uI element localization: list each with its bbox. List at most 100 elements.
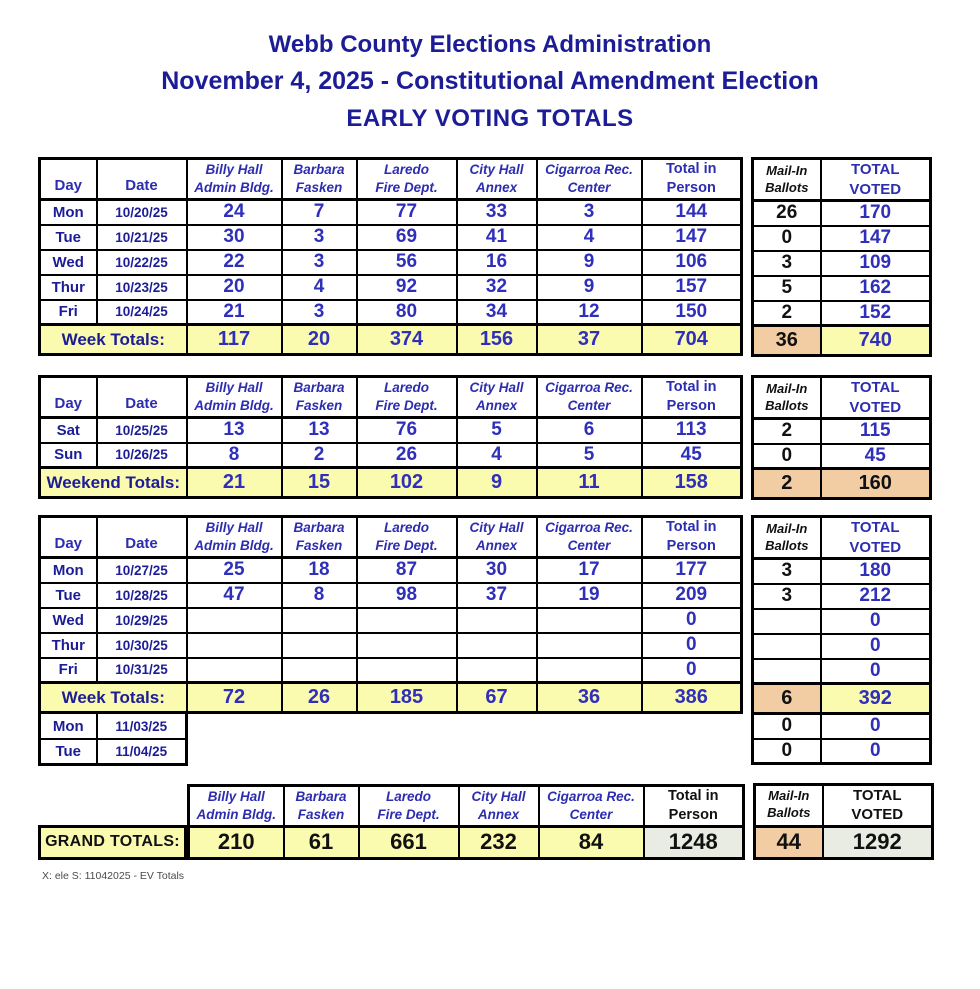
site-header: Total in Person <box>640 515 743 559</box>
table-row: Mail-In Ballots TOTAL VOTED <box>751 375 932 420</box>
header-line-1: TOTAL <box>850 379 900 396</box>
header-line-1: Cigarroa Rec. <box>547 788 635 804</box>
mail-in-header: Mail-In Ballots <box>751 375 822 420</box>
site-value-cell: 113 <box>640 416 743 444</box>
header-line-1: Barbara <box>293 162 345 178</box>
header-line-1: TOTAL <box>850 161 900 178</box>
site-value-cell: 3 <box>280 298 358 326</box>
header-line-2: Admin Bldg. <box>196 806 277 822</box>
weekly-tables: Day Date Billy Hall Admin Bldg. Barbara Faske… <box>38 157 980 766</box>
table-row: 0 <box>751 657 932 685</box>
header-line-1: City Hall <box>471 788 526 804</box>
site-value-cell: 2 <box>280 441 358 469</box>
header-line-1: Total in <box>666 519 717 536</box>
header-line-1: Total in <box>668 787 719 804</box>
grand-totals-label-table: GRAND TOTALS: <box>38 824 187 860</box>
site-value-cell <box>535 606 643 634</box>
site-header: City Hall Annex <box>455 375 538 419</box>
site-value-cell <box>280 631 358 659</box>
header-line-1: Laredo <box>383 380 429 396</box>
header-line-1: TOTAL <box>852 786 902 804</box>
table-row: Day Date Billy Hall Admin Bldg. Barbara Faske… <box>38 515 743 559</box>
header-line-1: TOTAL <box>850 519 900 536</box>
total-voted-cell: 0 <box>819 712 932 740</box>
mail-in-cell: 0 <box>751 224 822 252</box>
grand-totals-main-table: Billy Hall Admin Bldg. Barbara Fasken Laredo… <box>187 783 745 860</box>
week2-section: Day Date Billy Hall Admin Bldg. Barbara Faske… <box>38 515 980 766</box>
mail-in-cell: 2 <box>751 417 822 445</box>
tables-area: Day Date Billy Hall Admin Bldg. Barbara Faske… <box>38 157 980 882</box>
site-value-cell: 33 <box>455 198 538 226</box>
site-value-cell: 76 <box>355 416 458 444</box>
site-value-cell: 9 <box>535 248 643 276</box>
header-line-1: Billy Hall <box>205 380 263 396</box>
site-header: Barbara Fasken <box>280 375 358 419</box>
mail-in-cell: 0 <box>751 737 822 765</box>
date-cell: 10/29/25 <box>95 606 188 634</box>
day-cell: Wed <box>38 606 98 634</box>
table-row: Mail-In Ballots TOTAL VOTED <box>751 515 932 560</box>
site-value-cell <box>535 656 643 684</box>
site-header: Cigarroa Rec. Center <box>535 375 643 419</box>
site-value-cell: 47 <box>185 581 283 609</box>
table-row: Thur 10/30/25 0 <box>38 631 743 659</box>
totals-mail-in-cell: 6 <box>751 682 822 715</box>
site-header: City Hall Annex <box>455 157 538 201</box>
date-cell: 11/04/25 <box>95 738 188 765</box>
totals-row: 6 392 <box>751 682 932 715</box>
date-cell: 10/21/25 <box>95 223 188 251</box>
date-cell: 10/26/25 <box>95 441 188 469</box>
table-row: 2 152 <box>751 299 932 327</box>
site-value-cell: 157 <box>640 273 743 301</box>
header-line-2: Center <box>567 398 611 413</box>
totals-label-cell: Week Totals: <box>38 323 188 356</box>
site-header: Billy Hall Admin Bldg. <box>185 157 283 201</box>
table-row: Billy Hall Admin Bldg. Barbara Fasken Laredo… <box>187 784 745 828</box>
mail-in-cell: 5 <box>751 274 822 302</box>
grand-totals-label-cell: GRAND TOTALS: <box>38 825 187 859</box>
site-value-cell: 6 <box>535 416 643 444</box>
header-line-1: Laredo <box>383 162 429 178</box>
totals-row: 2 160 <box>751 467 932 500</box>
report-title-block: Webb County Elections Administration Nov… <box>0 26 980 137</box>
site-value-cell: 30 <box>455 556 538 584</box>
table-row: Mon 11/03/25 <box>38 714 188 740</box>
header-line-2: Annex <box>477 806 520 822</box>
site-header: Laredo Fire Dept. <box>355 515 458 559</box>
header-line-2: Fasken <box>297 806 345 822</box>
table-row: 0 147 <box>751 224 932 252</box>
site-value-cell <box>280 656 358 684</box>
header-line-2: Annex <box>475 398 518 413</box>
totals-total-voted-cell: 392 <box>819 682 932 715</box>
site-value-cell: 3 <box>280 248 358 276</box>
header-line-2: Person <box>666 398 716 414</box>
total-voted-cell: 180 <box>819 557 932 585</box>
weekend-table: Day Date Billy Hall Admin Bldg. Barbara Faske… <box>38 375 743 499</box>
date-cell: 10/24/25 <box>95 298 188 326</box>
total-voted-cell: 109 <box>819 249 932 277</box>
mail-in-cell <box>751 607 822 635</box>
header-line-2: Fasken <box>295 538 343 553</box>
totals-value-cell: 185 <box>355 681 458 714</box>
site-header: Barbara Fasken <box>280 515 358 559</box>
mail-in-cell: 44 <box>753 825 824 859</box>
table-row: 210 61 661 232 84 1248 <box>187 825 745 859</box>
totals-value-cell: 374 <box>355 323 458 356</box>
total-voted-cell: 147 <box>819 224 932 252</box>
header-line-2: Fasken <box>295 398 343 413</box>
site-header: Billy Hall Admin Bldg. <box>187 784 285 828</box>
totals-row: Week Totals: 117 20 374 156 37 704 <box>38 323 743 356</box>
grand-total-value-cell: 84 <box>537 825 645 859</box>
total-voted-cell: 162 <box>819 274 932 302</box>
week1-section: Day Date Billy Hall Admin Bldg. Barbara Faske… <box>38 157 980 357</box>
site-value-cell: 77 <box>355 198 458 226</box>
day-cell: Mon <box>38 714 98 740</box>
grand-total-value-cell: 61 <box>282 825 360 859</box>
totals-value-cell: 21 <box>185 466 283 499</box>
site-value-cell: 32 <box>455 273 538 301</box>
date-cell: 10/22/25 <box>95 248 188 276</box>
site-value-cell: 9 <box>535 273 643 301</box>
grand-total-value-cell: 1248 <box>642 825 745 859</box>
totals-value-cell: 117 <box>185 323 283 356</box>
